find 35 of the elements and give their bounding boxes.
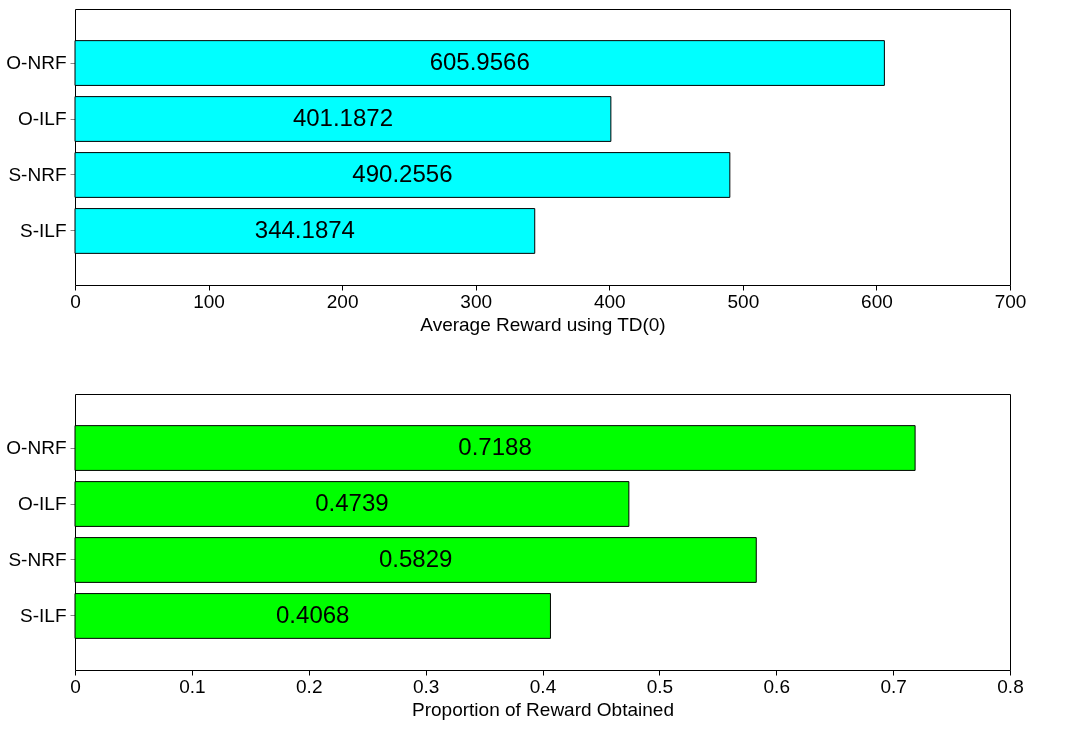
data-label: 401.1872	[292, 104, 393, 132]
x-tick-label: 0.5	[646, 675, 674, 697]
data-label: 0.5829	[378, 544, 453, 572]
x-tick-label: 500	[727, 290, 760, 312]
x-tick-label: 600	[861, 290, 893, 312]
x-tick-label: 0	[70, 290, 81, 312]
y-tick-label: O-ILF	[17, 108, 67, 130]
x-tick-label: 700	[994, 290, 1027, 312]
y-tick-label: S-ILF	[20, 219, 67, 241]
x-tick-label: 0.1	[179, 675, 206, 697]
data-label: 0.4068	[276, 600, 350, 628]
x-tick-label: 200	[326, 290, 359, 312]
data-label: 605.9566	[429, 48, 530, 76]
data-label: 0.7188	[458, 433, 532, 461]
x-tick-label: 300	[460, 290, 493, 312]
x-tick-label: 0.7	[880, 675, 907, 697]
y-tick-label: O-NRF	[6, 437, 67, 459]
data-label: 344.1874	[254, 215, 355, 243]
x-tick-label: 0.8	[997, 675, 1024, 697]
y-tick-label: O-ILF	[17, 493, 67, 515]
x-tick-label: 0	[70, 675, 81, 697]
data-label: 490.2556	[352, 159, 453, 187]
x-tick-label: 0.4	[529, 675, 557, 697]
x-axis-title: Proportion of Reward Obtained	[412, 698, 674, 720]
x-tick-label: 100	[193, 290, 225, 312]
x-tick-label: 0.2	[296, 675, 323, 697]
y-tick-label: S-NRF	[8, 548, 67, 570]
x-axis-title: Average Reward using TD(0)	[420, 313, 666, 335]
y-tick-label: S-NRF	[8, 163, 67, 185]
x-tick-label: 0.6	[763, 675, 790, 697]
x-tick-label: 0.3	[412, 675, 440, 697]
data-label: 0.4739	[315, 489, 389, 517]
y-tick-label: S-ILF	[20, 604, 67, 626]
y-tick-label: O-NRF	[6, 52, 67, 74]
x-tick-label: 400	[593, 290, 626, 312]
